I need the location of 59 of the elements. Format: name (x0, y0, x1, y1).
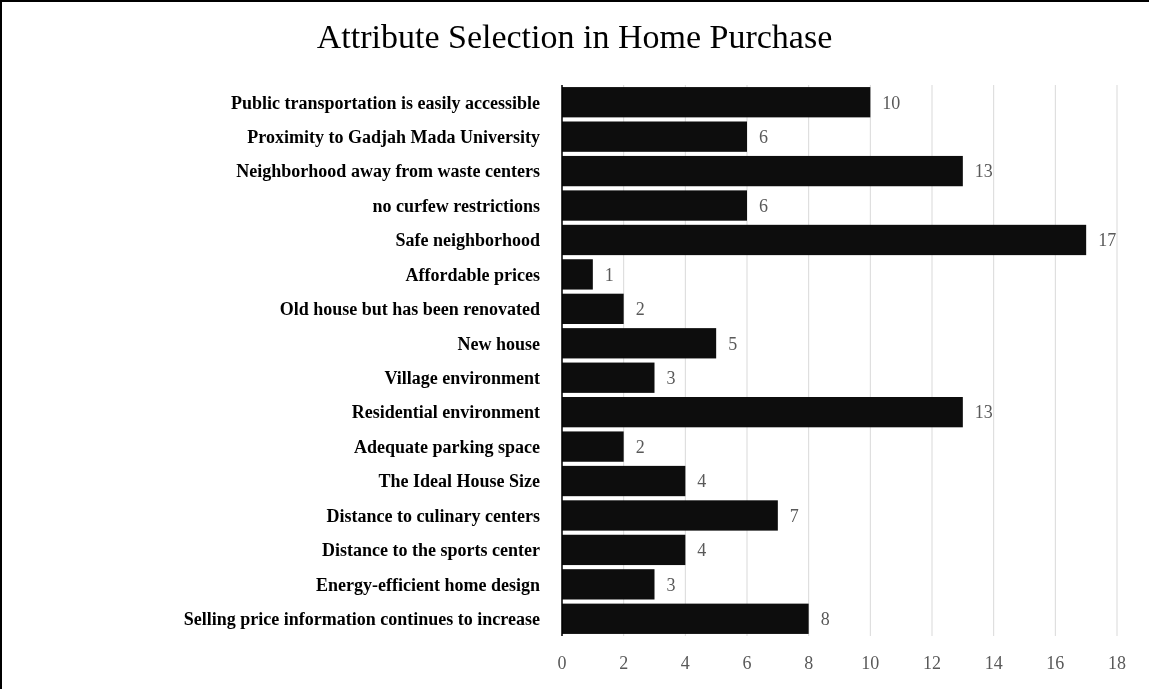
x-tick-label: 8 (804, 653, 814, 674)
y-tick-label: Distance to culinary centers (326, 505, 540, 526)
bar (562, 87, 871, 118)
data-label: 2 (635, 299, 645, 320)
data-label: 7 (789, 505, 799, 526)
y-tick-label: The Ideal House Size (378, 471, 540, 492)
data-label: 2 (635, 436, 645, 457)
x-tick-label: 18 (1108, 653, 1126, 674)
chart-title: Attribute Selection in Home Purchase (316, 18, 833, 55)
x-tick-label: 12 (923, 653, 941, 674)
data-label: 6 (759, 195, 768, 216)
data-label: 4 (697, 471, 707, 492)
x-tick-label: 6 (742, 653, 752, 674)
y-tick-label: New house (457, 333, 540, 354)
x-tick-label: 10 (861, 653, 880, 674)
data-label: 13 (974, 402, 993, 423)
bar (562, 431, 624, 462)
y-tick-label: Adequate parking space (353, 436, 540, 457)
data-label: 17 (1098, 230, 1117, 251)
bar (562, 534, 686, 566)
y-tick-label: Public transportation is easily accessible (231, 92, 540, 113)
bar (562, 259, 593, 290)
y-tick-label: no curfew restrictions (372, 195, 540, 216)
bar (562, 190, 747, 221)
bar (562, 569, 655, 600)
y-tick-label: Energy-efficient home design (316, 574, 540, 595)
x-tick-label: 14 (984, 653, 1003, 674)
x-tick-label: 2 (619, 653, 629, 674)
y-tick-label: Proximity to Gadjah Mada University (247, 126, 540, 147)
x-tick-label: 16 (1046, 653, 1065, 674)
bar (562, 293, 624, 324)
bar (562, 603, 809, 634)
data-label: 1 (604, 264, 614, 285)
y-tick-label: Selling price information continues to increase (183, 609, 540, 630)
bar (562, 224, 1087, 256)
bar (562, 155, 963, 187)
bar (562, 465, 686, 497)
y-tick-label: Neighborhood away from waste centers (236, 161, 540, 182)
data-label: 5 (728, 333, 738, 354)
y-tick-label: Affordable prices (405, 264, 540, 285)
y-tick-label: Safe neighborhood (395, 230, 540, 251)
bar (562, 328, 717, 359)
bar (562, 397, 963, 428)
x-tick-label: 0 (557, 653, 567, 674)
data-label: 13 (974, 161, 993, 182)
data-label: 10 (882, 92, 901, 113)
data-label: 3 (666, 368, 676, 389)
data-label: 3 (666, 574, 676, 595)
bar (562, 121, 747, 152)
y-tick-label: Old house but has been renovated (279, 299, 540, 320)
y-tick-label: Village environment (384, 368, 540, 389)
x-tick-label: 4 (680, 653, 690, 674)
y-tick-label: Residential environment (351, 402, 540, 423)
data-label: 8 (820, 609, 830, 630)
bar (562, 362, 655, 393)
y-tick-label: Distance to the sports center (322, 540, 540, 561)
bar (562, 500, 778, 531)
data-label: 6 (759, 126, 768, 147)
data-label: 4 (697, 540, 707, 561)
